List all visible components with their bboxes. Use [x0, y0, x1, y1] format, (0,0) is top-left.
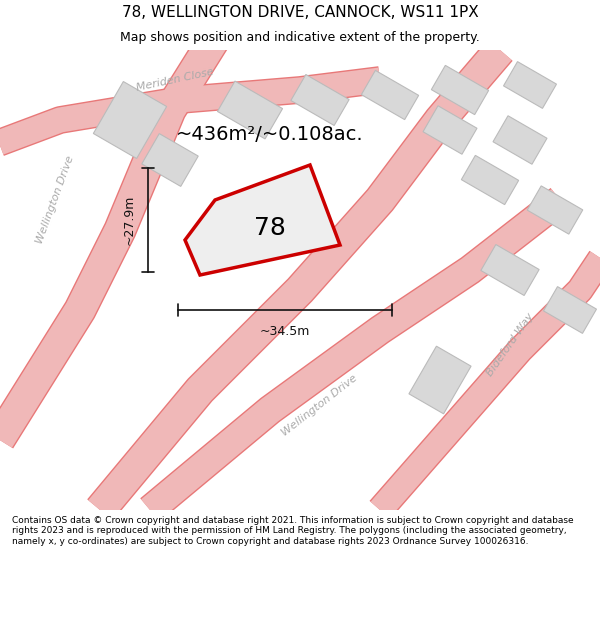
Text: Wellington Drive: Wellington Drive — [34, 154, 76, 246]
Text: 78: 78 — [254, 216, 286, 240]
Text: ~436m²/~0.108ac.: ~436m²/~0.108ac. — [176, 126, 364, 144]
Text: Bideford Way: Bideford Way — [485, 312, 535, 378]
Polygon shape — [94, 81, 167, 159]
Polygon shape — [493, 116, 547, 164]
Text: Wellington Drive: Wellington Drive — [280, 372, 359, 438]
Polygon shape — [461, 156, 518, 204]
Polygon shape — [142, 134, 198, 186]
Text: ~27.9m: ~27.9m — [123, 195, 136, 245]
Polygon shape — [185, 165, 340, 275]
Polygon shape — [291, 74, 349, 126]
Polygon shape — [431, 66, 488, 114]
Text: Meriden Close: Meriden Close — [136, 67, 215, 93]
Polygon shape — [544, 287, 596, 333]
Polygon shape — [423, 106, 477, 154]
Polygon shape — [409, 346, 471, 414]
Polygon shape — [481, 244, 539, 296]
Text: Contains OS data © Crown copyright and database right 2021. This information is : Contains OS data © Crown copyright and d… — [12, 516, 574, 546]
Polygon shape — [527, 186, 583, 234]
Polygon shape — [217, 81, 283, 139]
Polygon shape — [503, 62, 556, 108]
Polygon shape — [361, 71, 419, 119]
Text: 78, WELLINGTON DRIVE, CANNOCK, WS11 1PX: 78, WELLINGTON DRIVE, CANNOCK, WS11 1PX — [122, 5, 478, 20]
Text: Map shows position and indicative extent of the property.: Map shows position and indicative extent… — [120, 31, 480, 44]
Text: ~34.5m: ~34.5m — [260, 325, 310, 338]
